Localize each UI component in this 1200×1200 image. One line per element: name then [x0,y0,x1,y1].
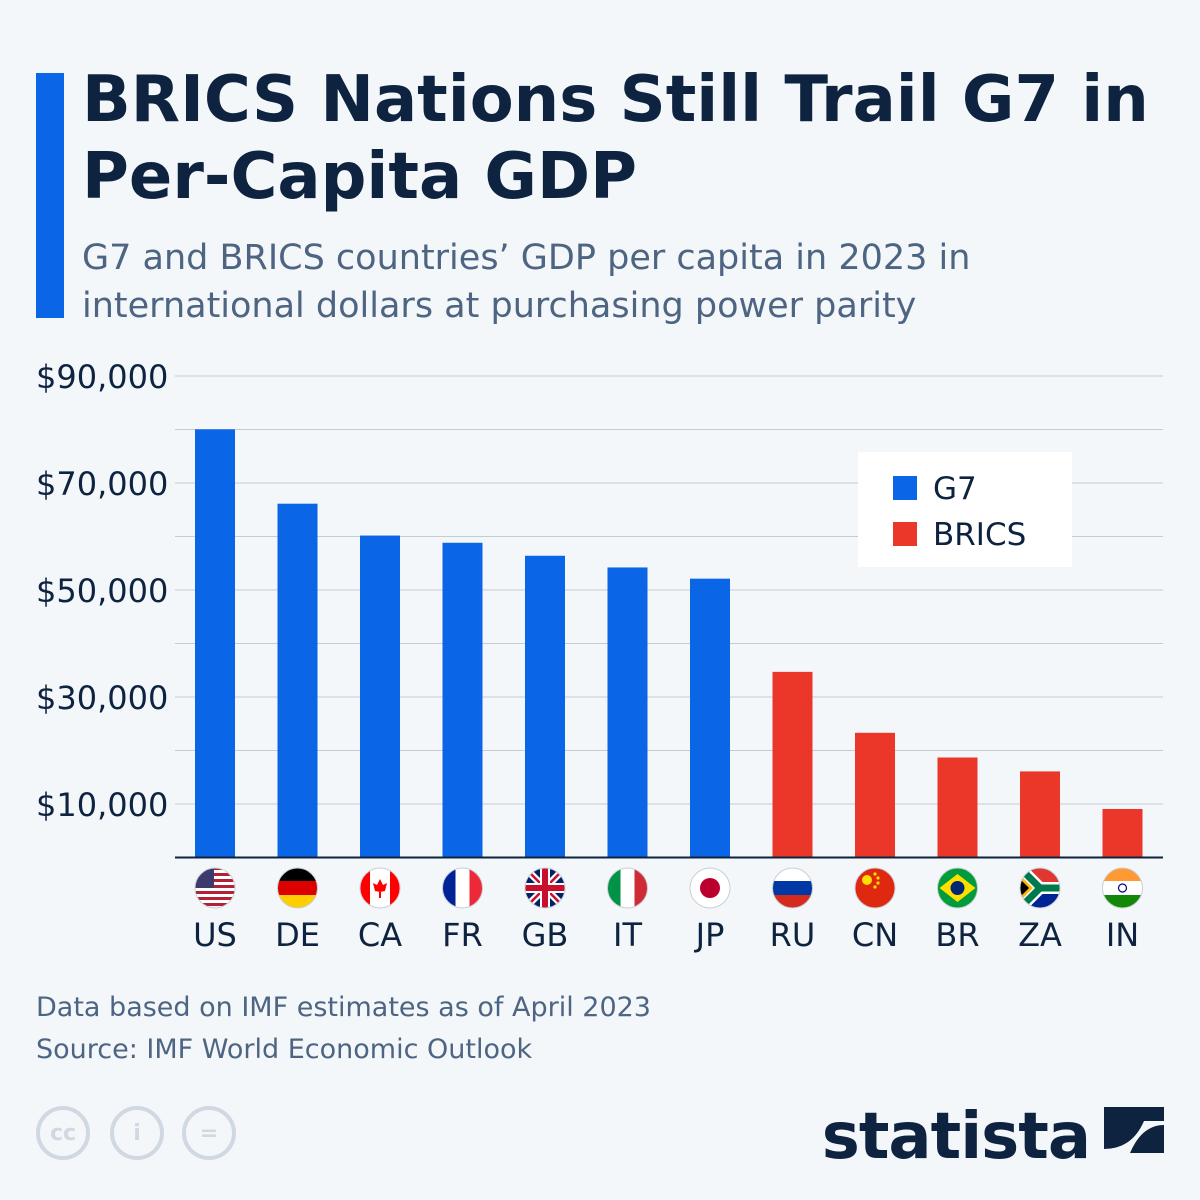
x-tick-label: GB [522,916,569,954]
x-tick-label: FR [442,916,483,954]
x-tick-label: RU [770,916,816,954]
bar-br [937,757,978,858]
attribution-icon[interactable]: i [110,1106,164,1160]
y-tick-label: $30,000 [36,679,168,717]
flag-it-icon [607,867,648,909]
flag-cn-icon [854,867,896,909]
x-tick-label: CA [358,916,402,954]
flag-gb-icon [524,867,566,909]
x-tick-label: DE [275,916,320,954]
x-tick-label: IT [613,916,642,954]
bar-de [277,503,318,858]
bar-gb [525,555,565,858]
flag-us-icon [194,867,236,909]
bar-chart: $10,000 $30,000 $50,000 $70,000 $90,000 US DE C… [36,358,1163,954]
title-accent-bar [36,73,64,318]
bar-ru [772,671,813,858]
bar-us [195,429,235,858]
chart-subtitle: G7 and BRICS countries’ GDP per capita i… [82,238,971,326]
flag-ru-icon [772,867,813,909]
x-tick-label: CN [852,916,898,954]
flag-fr-icon [442,867,483,909]
logo-text: statista [821,1100,1091,1174]
x-tick-label: BR [935,916,979,954]
y-tick-label: $50,000 [36,572,168,610]
x-tick-label: JP [694,916,725,954]
chart-title: BRICS Nations Still Trail G7 in Per-Capi… [82,63,1149,214]
bar-cn [855,732,895,858]
footnote: Data based on IMF estimates as of April … [36,992,651,1023]
y-tick-label: $70,000 [36,465,168,503]
y-tick-label: $90,000 [36,358,168,396]
statista-logo[interactable]: statista [822,1100,1164,1174]
legend-label: G7 [933,471,977,507]
legend-swatch [893,522,917,546]
source: Source: IMF World Economic Outlook [36,1034,533,1065]
flag-za-icon [1019,867,1061,909]
bar-fr [442,542,483,858]
legend-label: BRICS [933,517,1026,553]
x-tick-label: ZA [1018,916,1062,954]
bar-ca [360,535,400,858]
bar-za [1020,771,1060,858]
flag-in-icon [1102,867,1143,909]
bar-in [1102,808,1143,858]
x-tick-label: US [193,916,237,954]
flag-de-icon [277,867,318,909]
legend-swatch [893,476,917,500]
no-derivatives-icon[interactable]: = [182,1106,236,1160]
y-tick-label: $10,000 [36,786,168,824]
flag-jp-icon [689,867,731,909]
flag-ca-icon [359,867,401,909]
flag-br-icon [937,867,978,909]
bar-it [607,567,648,858]
statista-logo-icon [1104,1107,1164,1167]
x-tick-label: IN [1106,916,1139,954]
legend: G7 BRICS [858,452,1072,567]
cc-icon[interactable]: cc [36,1106,90,1160]
bar-jp [690,578,730,858]
